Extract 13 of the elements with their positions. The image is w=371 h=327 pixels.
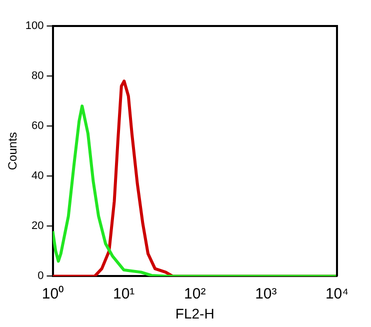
y-tick-label: 20 xyxy=(32,220,44,232)
x-tick-label: 10⁴ xyxy=(325,285,349,302)
y-tick-label: 100 xyxy=(25,20,44,32)
y-tick-label: 60 xyxy=(32,120,44,132)
y-tick-label: 40 xyxy=(32,170,44,182)
y-tick-label: 80 xyxy=(32,70,44,82)
y-tick-label: 0 xyxy=(38,270,44,282)
x-axis-title: FL2-H xyxy=(175,305,214,322)
x-tick-label: 10³ xyxy=(255,285,277,302)
x-tick-label: 10² xyxy=(184,285,206,302)
x-tick-label: 10¹ xyxy=(112,285,135,302)
x-tick-label: 10⁰ xyxy=(42,285,64,302)
y-axis-title: Counts xyxy=(6,132,20,170)
